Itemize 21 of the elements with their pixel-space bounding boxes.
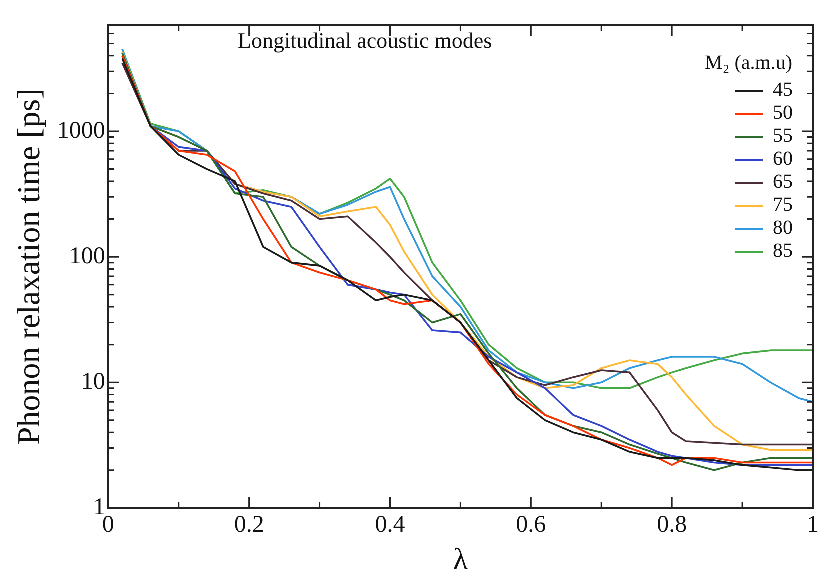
y-tick-label: 1000 xyxy=(57,118,106,144)
x-tick-label: 0.2 xyxy=(234,512,264,538)
chart-title: Longitudinal acoustic modes xyxy=(238,28,492,54)
legend-label: 60 xyxy=(773,148,793,171)
x-tick-label: 0.8 xyxy=(657,512,688,538)
x-tick-label: 0.6 xyxy=(516,512,546,538)
x-axis-title: λ xyxy=(453,542,468,576)
legend-label: 50 xyxy=(773,102,793,125)
x-tick-label: 1 xyxy=(807,512,819,538)
legend-label: 45 xyxy=(773,79,793,102)
y-tick-label: 100 xyxy=(69,243,106,270)
x-tick-label: 0.4 xyxy=(375,512,406,538)
y-tick-label: 10 xyxy=(81,368,106,395)
legend-label: 65 xyxy=(773,171,793,194)
legend-label: 55 xyxy=(773,125,793,148)
x-tick-label: 0 xyxy=(102,512,114,538)
y-axis-title: Phonon relaxation time [ps] xyxy=(10,88,47,445)
legend-label: 80 xyxy=(773,217,793,240)
legend-label: 75 xyxy=(773,194,793,217)
legend-label: 85 xyxy=(773,240,793,263)
legend-title: M₂ (a.m.u) xyxy=(705,52,793,75)
